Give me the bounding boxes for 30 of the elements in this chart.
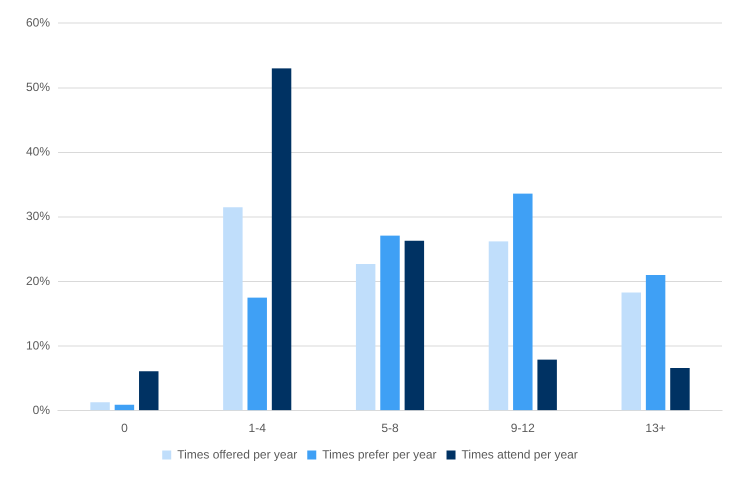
y-tick-label: 60% [26, 16, 50, 30]
bar [537, 360, 557, 410]
bar [670, 368, 690, 410]
bar [380, 236, 400, 410]
bar [513, 194, 533, 410]
legend-label: Times prefer per year [322, 447, 437, 462]
y-tick-label: 0% [32, 402, 50, 417]
y-tick-label: 10% [26, 338, 50, 352]
x-tick-label: 9-12 [510, 421, 536, 436]
y-tick-label: 50% [26, 80, 50, 94]
x-tick-label: 13+ [645, 421, 666, 436]
bar [223, 207, 243, 410]
x-tick-label: 1-4 [248, 421, 266, 436]
bar [247, 298, 267, 410]
bar [356, 264, 376, 410]
y-tick-label: 20% [26, 274, 50, 288]
bar [139, 371, 158, 410]
bar [90, 402, 110, 410]
legend-label: Times attend per year [462, 447, 578, 462]
bar [646, 275, 666, 410]
legend-label: Times offered per year [177, 447, 298, 462]
bar [272, 68, 292, 410]
y-tick-label: 40% [26, 144, 50, 159]
bar [404, 240, 424, 410]
bar [488, 241, 508, 410]
y-tick-label: 30% [26, 209, 50, 224]
x-tick-label: 5-8 [381, 421, 400, 436]
bar [114, 404, 134, 410]
x-tick-label: 0 [121, 421, 128, 436]
bar [622, 292, 641, 410]
